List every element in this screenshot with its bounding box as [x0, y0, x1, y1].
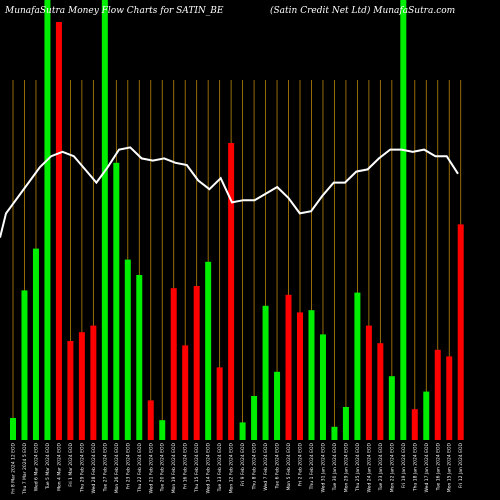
- x-tick-label: Thu 8 Feb 2024 EOD: [252, 442, 258, 490]
- x-tick-label: Mon 5 Feb 2024 EOD: [286, 442, 292, 490]
- x-tick-label: Wed 17 Jan 2024 EOD: [424, 442, 430, 492]
- bar-down: [297, 312, 303, 440]
- x-tick-label: Thu 22 Feb 2024 EOD: [137, 442, 143, 493]
- x-tick-label: Wed 21 Feb 2024 EOD: [148, 442, 154, 493]
- x-tick-label: Mon 15 Jan 2024 EOD: [447, 442, 453, 492]
- bar-up: [308, 310, 315, 440]
- bar-up: [32, 248, 39, 440]
- bar-down: [55, 22, 62, 440]
- bar-down: [216, 367, 223, 440]
- bar-up: [423, 391, 430, 440]
- bar-down: [182, 345, 189, 440]
- bar-down: [457, 224, 464, 440]
- bar-down: [147, 400, 154, 440]
- x-tick-label: Fri 12 Jan 2024 EOD: [458, 442, 464, 488]
- bar-up: [124, 259, 131, 440]
- x-tick-label: Thu 29 Feb 2024 EOD: [79, 442, 85, 493]
- x-tick-label: Fri 8 Mar 2024 12 EOD: [11, 442, 17, 493]
- bar-up: [101, 0, 108, 440]
- bar-up: [136, 275, 143, 440]
- bar-down: [434, 349, 441, 440]
- x-tick-label: Fri 9 Feb 2024 EOD: [240, 442, 246, 486]
- bar-down: [377, 343, 384, 440]
- x-tick-label: Tue 13 Feb 2024 EOD: [217, 442, 223, 492]
- x-tick-label: Thu 1 Feb 2024 EOD: [309, 442, 315, 490]
- x-tick-label: Wed 28 Feb 2024 EOD: [91, 442, 97, 493]
- x-tick-label: Mon 4 Mar 2024 EOD: [56, 442, 62, 490]
- bar-series: [10, 0, 464, 441]
- bar-up: [331, 426, 338, 440]
- x-tick-label: Tue 30 Jan 2024 EOD: [332, 442, 338, 491]
- x-tick-label: Wed 14 Feb 2024 EOD: [206, 442, 212, 493]
- bar-down: [193, 286, 200, 440]
- x-tick-label: Tue 27 Feb 2024 EOD: [102, 442, 108, 492]
- chart-title-left: MunafaSutra Money Flow Charts for SATIN_…: [4, 6, 224, 16]
- bar-down: [411, 409, 418, 440]
- x-tick-label: Wed 6 Mar 2024 EOD: [33, 442, 39, 491]
- x-tick-label: Thu 18 Jan 2024 EOD: [412, 442, 418, 492]
- x-tick-label: Wed 24 Jan 2024 EOD: [366, 442, 372, 492]
- x-tick-label: Mon 12 Feb 2024 EOD: [229, 442, 235, 493]
- bar-up: [159, 420, 166, 440]
- bar-up: [10, 418, 16, 440]
- price-line-series: [0, 146, 459, 238]
- price-line: [0, 146, 459, 238]
- bar-up: [274, 371, 281, 440]
- x-tick-labels: Fri 8 Mar 2024 12 EOD Thu 7 Mar 2024 5 EO…: [11, 442, 465, 495]
- x-tick-label: Wed 7 Feb 2024 EOD: [263, 442, 269, 490]
- bar-up: [205, 261, 212, 440]
- x-tick-label: Tue 23 Jan 2024 EOD: [378, 442, 384, 491]
- bar-up: [239, 422, 246, 440]
- bar-up: [251, 396, 258, 440]
- x-tick-label: Fri 19 Jan 2024 EOD: [401, 442, 407, 488]
- bar-down: [285, 294, 292, 440]
- bar-up: [400, 0, 407, 440]
- bar-up: [319, 334, 326, 440]
- bar-down: [228, 143, 235, 440]
- x-tick-label: Thu 25 Jan 2024 EOD: [355, 442, 361, 492]
- x-tick-label: Tue 20 Feb 2024 EOD: [160, 442, 166, 492]
- x-tick-label: Thu 15 Feb 2024 EOD: [194, 442, 200, 493]
- bar-up: [21, 290, 28, 440]
- bar-down: [446, 356, 453, 440]
- x-tick-label: Mon 22 Jan 2024 EOD: [389, 442, 395, 492]
- x-tick-label: Thu 7 Mar 2024 5 EOD: [22, 442, 28, 495]
- x-tick-label: Tue 6 Feb 2024 EOD: [275, 442, 281, 489]
- x-tick-label: Tue 5 Mar 2024 EOD: [45, 442, 51, 490]
- bar-down: [78, 332, 85, 440]
- bar-up: [44, 0, 51, 440]
- bar-down: [67, 341, 74, 440]
- x-tick-label: Tue 16 Jan 2024 EOD: [435, 442, 441, 491]
- x-tick-label: Fri 2 Feb 2024 EOD: [298, 442, 304, 486]
- bar-up: [342, 407, 349, 440]
- chart-title-right: (Satin Credit Net Ltd) MunafaSutra.com: [270, 5, 455, 16]
- bar-up: [113, 162, 120, 441]
- bar-up: [388, 376, 395, 440]
- x-tick-label: Fri 1 Mar 2024 EOD: [68, 442, 74, 486]
- x-tick-label: Fri 16 Feb 2024 EOD: [183, 442, 189, 489]
- bar-down: [170, 288, 177, 440]
- bar-down: [365, 325, 372, 440]
- x-tick-label: Mon 19 Feb 2024 EOD: [171, 442, 177, 493]
- x-tick-label: Wed 31 Jan 2024 EOD: [320, 442, 326, 492]
- x-tick-label: Mon 26 Feb 2024 EOD: [114, 442, 120, 493]
- bar-down: [90, 325, 97, 440]
- bar-up: [262, 305, 269, 440]
- x-tick-label: Fri 23 Feb 2024 EOD: [125, 442, 131, 489]
- bar-up: [354, 292, 361, 440]
- x-tick-label: Mon 29 Jan 2024 EOD: [343, 442, 349, 492]
